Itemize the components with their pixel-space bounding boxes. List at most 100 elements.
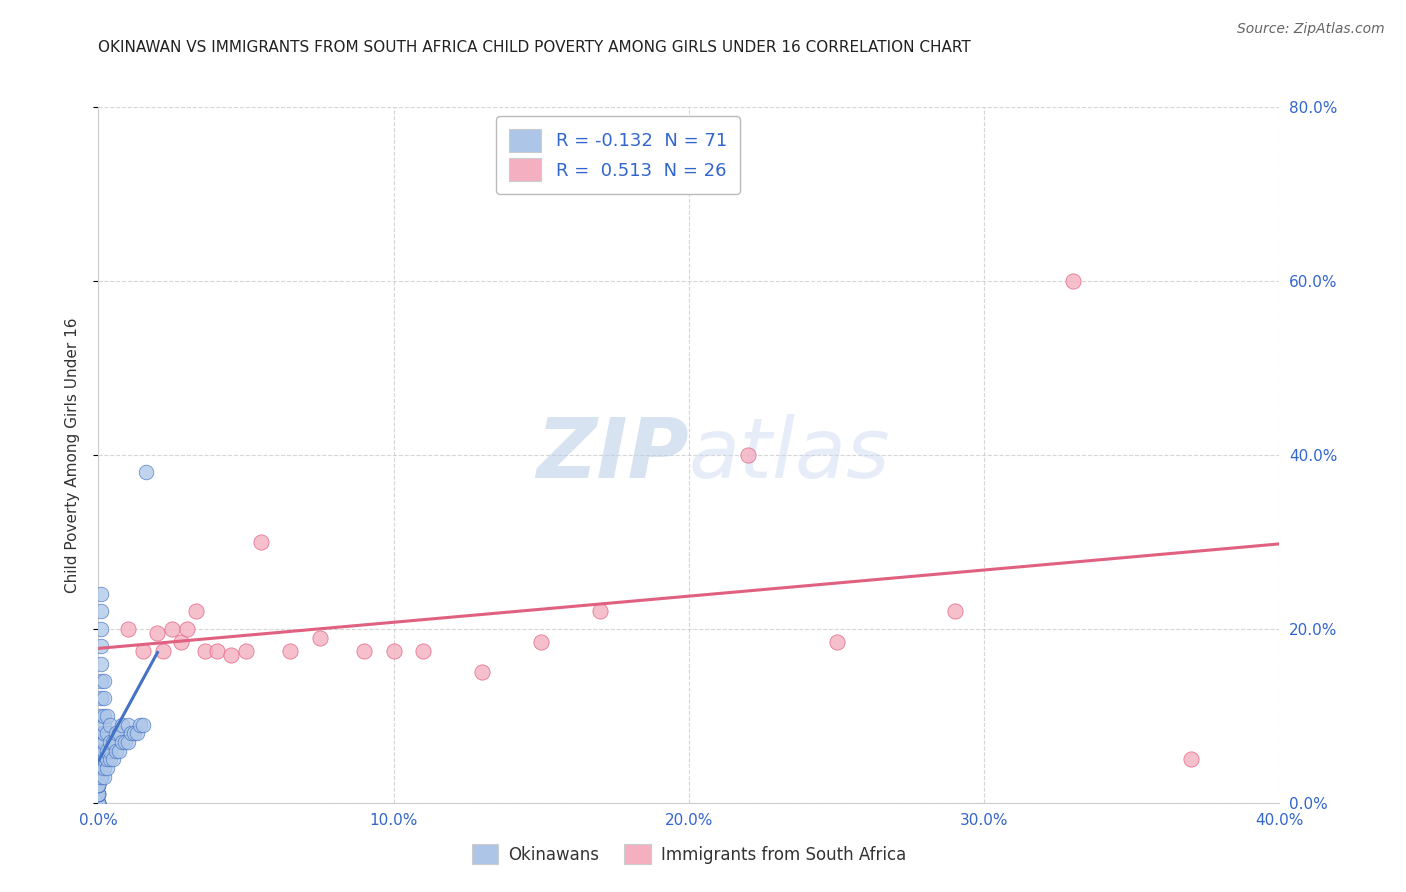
Legend: Okinawans, Immigrants from South Africa: Okinawans, Immigrants from South Africa [461,834,917,874]
Point [87,778,110,792]
Point [589,605,612,619]
Point [90,691,112,706]
Point [111,717,134,731]
Point [93,717,115,731]
Point [87,787,110,801]
Point [125,726,148,740]
Point [219,648,242,662]
Point [90,761,112,775]
Point [105,744,128,758]
Point [737,448,759,462]
Point [90,770,112,784]
Point [98,735,121,749]
Point [194,643,217,657]
Point [90,657,112,671]
Point [87,796,110,810]
Point [135,466,157,480]
Point [93,752,115,766]
Point [1062,274,1084,288]
Point [117,735,139,749]
Point [87,796,110,810]
Point [120,726,142,740]
Point [117,717,139,731]
Point [87,796,110,810]
Point [90,639,112,653]
Point [162,622,183,636]
Point [93,691,115,706]
Point [111,735,134,749]
Point [90,726,112,740]
Point [103,735,125,749]
Point [108,726,131,740]
Point [205,643,228,657]
Point [98,744,121,758]
Point [184,605,207,619]
Point [105,726,128,740]
Point [87,787,110,801]
Point [90,708,112,723]
Point [87,796,110,810]
Point [87,787,110,801]
Point [87,796,110,810]
Y-axis label: Child Poverty Among Girls Under 16: Child Poverty Among Girls Under 16 [65,318,80,592]
Text: ZIP: ZIP [536,415,689,495]
Point [90,674,112,689]
Point [382,643,405,657]
Point [471,665,494,680]
Point [87,778,110,792]
Point [90,735,112,749]
Point [98,717,121,731]
Point [1180,752,1202,766]
Point [250,534,273,549]
Point [132,717,155,731]
Point [530,635,553,649]
Point [93,674,115,689]
Point [98,752,121,766]
Point [353,643,375,657]
Point [122,726,145,740]
Point [170,635,193,649]
Point [87,778,110,792]
Point [96,744,118,758]
Point [87,778,110,792]
Text: OKINAWAN VS IMMIGRANTS FROM SOUTH AFRICA CHILD POVERTY AMONG GIRLS UNDER 16 CORR: OKINAWAN VS IMMIGRANTS FROM SOUTH AFRICA… [98,40,972,55]
Point [309,631,332,645]
Point [87,796,110,810]
Point [943,605,966,619]
Point [117,622,139,636]
Point [87,787,110,801]
Point [87,796,110,810]
Point [235,643,257,657]
Point [176,622,198,636]
Point [87,796,110,810]
Point [278,643,302,657]
Point [825,635,848,649]
Point [96,752,118,766]
Point [93,770,115,784]
Point [90,744,112,758]
Point [93,761,115,775]
Point [93,744,115,758]
Point [93,708,115,723]
Point [90,770,112,784]
Point [114,735,136,749]
Point [90,752,112,766]
Point [132,643,155,657]
Point [87,787,110,801]
Point [96,708,118,723]
Point [93,735,115,749]
Point [87,778,110,792]
Point [146,626,169,640]
Point [87,796,110,810]
Point [412,643,434,657]
Point [90,622,112,636]
Text: Source: ZipAtlas.com: Source: ZipAtlas.com [1237,22,1385,37]
Text: atlas: atlas [689,415,890,495]
Point [152,643,174,657]
Point [128,717,150,731]
Point [90,587,112,601]
Point [108,744,131,758]
Point [96,761,118,775]
Point [103,752,125,766]
Point [87,796,110,810]
